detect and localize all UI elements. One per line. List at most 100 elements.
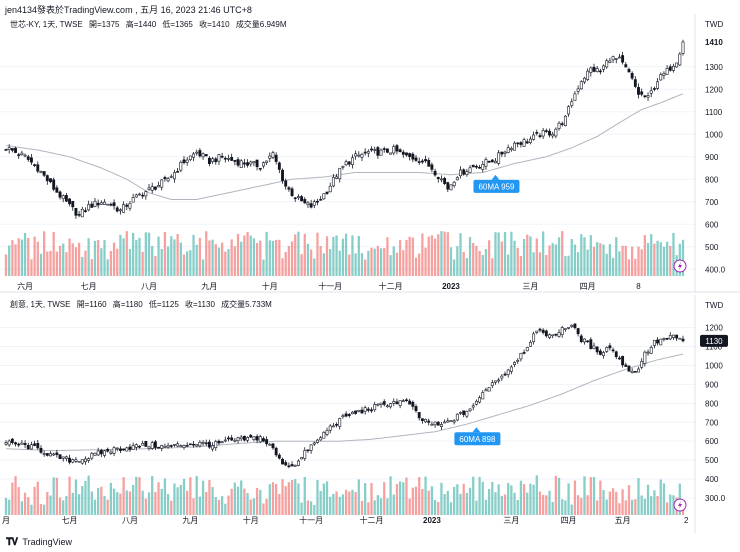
candle xyxy=(182,156,186,165)
candle-body xyxy=(328,185,332,193)
candle xyxy=(668,332,672,341)
volume-bar xyxy=(456,484,459,515)
symbol-title[interactable]: 世芯-KY, 1天, TWSE xyxy=(10,20,83,29)
candle xyxy=(563,115,567,127)
volume-bar xyxy=(49,495,52,515)
candle-body xyxy=(646,351,650,354)
candle xyxy=(341,413,345,419)
volume-bar xyxy=(243,488,246,515)
volume-bar xyxy=(367,250,370,276)
volume-bar xyxy=(433,500,437,515)
candle xyxy=(271,442,275,450)
volume-bar xyxy=(462,483,465,515)
candle-body xyxy=(681,41,685,54)
volume-bar xyxy=(160,488,163,515)
candle-body xyxy=(157,446,161,449)
candle xyxy=(405,398,408,402)
candle xyxy=(576,328,580,337)
candle-body xyxy=(598,70,602,73)
candle-body xyxy=(621,55,625,63)
candle xyxy=(325,191,329,195)
volume-bar xyxy=(589,235,592,276)
candle xyxy=(49,178,52,184)
candle xyxy=(344,159,348,166)
candle-body xyxy=(93,452,97,456)
volume-bar xyxy=(84,480,87,515)
volume-bar xyxy=(418,253,421,276)
candle xyxy=(563,328,567,332)
volume-bar xyxy=(662,483,666,515)
volume-bar xyxy=(456,246,459,276)
chart-panel-top[interactable]: 1300 1200 1100 1000 900 800 700 600 500 400.0 TWD 6… xyxy=(0,14,740,293)
candle-body xyxy=(583,338,586,343)
candle-body xyxy=(303,199,307,204)
candle-body xyxy=(335,176,338,179)
candle-body xyxy=(325,430,329,435)
volume-bar xyxy=(411,487,414,515)
candle-body xyxy=(58,454,62,460)
candle xyxy=(147,445,151,451)
candle-body xyxy=(68,457,72,463)
candle-body xyxy=(201,441,205,444)
volume-bar xyxy=(319,245,322,276)
candle xyxy=(179,444,183,447)
volume-bar xyxy=(357,235,360,276)
candle-body xyxy=(7,440,11,446)
candle xyxy=(551,334,555,339)
candle xyxy=(246,159,250,168)
chart-panel-bottom[interactable]: 1200 1100 1000 900 800 700 600 500 400 300.0 TWD 60… xyxy=(0,295,740,533)
candle-body xyxy=(506,369,510,375)
volume-bar xyxy=(360,500,364,515)
candle xyxy=(656,78,660,91)
candle-body xyxy=(614,351,618,358)
candle xyxy=(408,152,412,161)
candle xyxy=(303,197,307,204)
symbol-title[interactable]: 創意, 1天, TWSE xyxy=(10,300,71,309)
volume-bar xyxy=(300,502,303,515)
candle-body xyxy=(430,164,434,170)
candle xyxy=(506,144,510,154)
volume-bar xyxy=(395,483,399,515)
candle-body xyxy=(207,441,211,448)
candle-body xyxy=(579,81,583,90)
candle xyxy=(392,398,396,407)
volume-bar xyxy=(128,249,132,276)
candle-body xyxy=(182,445,186,448)
candle-body xyxy=(33,164,37,166)
candle xyxy=(185,156,189,166)
candle xyxy=(122,201,126,213)
volume-bar xyxy=(364,483,367,515)
candle-body xyxy=(227,437,230,440)
candle-body xyxy=(672,334,675,338)
footer-brand[interactable]: 𝐓𝐕 TradingView xyxy=(6,537,72,548)
candle xyxy=(592,342,596,350)
candle xyxy=(519,141,523,148)
candle-body xyxy=(481,163,485,170)
volume-bar xyxy=(618,251,621,276)
ohlc-high: 高=1440 xyxy=(125,20,157,29)
candle-body xyxy=(668,335,672,340)
y-tick-label: 1100 xyxy=(705,108,723,117)
candle xyxy=(449,420,453,422)
candle xyxy=(633,370,637,373)
candle-body xyxy=(192,443,195,446)
candle xyxy=(544,329,548,338)
candle xyxy=(430,162,434,173)
ohlc-open: 開=1160 xyxy=(76,300,107,309)
volume-bar xyxy=(421,233,424,276)
candle xyxy=(503,150,507,158)
candle-body xyxy=(287,465,291,468)
candle xyxy=(252,161,256,167)
candle xyxy=(401,149,405,158)
candle xyxy=(141,192,145,199)
candle xyxy=(4,440,8,446)
candle xyxy=(417,157,421,165)
x-tick-label: 2 xyxy=(684,516,689,525)
candle xyxy=(281,168,284,184)
volume-bar xyxy=(224,251,227,276)
candle-body xyxy=(26,444,30,450)
volume-bar xyxy=(573,244,577,276)
candle xyxy=(233,437,237,443)
candle-body xyxy=(385,148,389,153)
candle xyxy=(217,439,221,446)
